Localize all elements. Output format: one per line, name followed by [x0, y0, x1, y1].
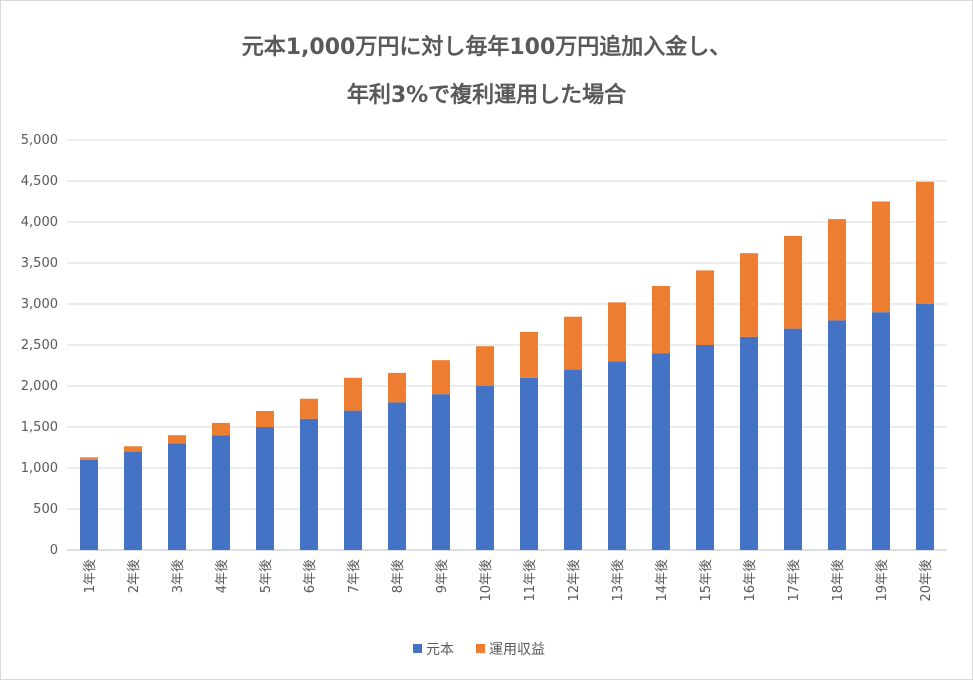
bar-return [696, 270, 714, 345]
bar-return [256, 411, 274, 427]
bar-principal [432, 394, 450, 550]
y-tick-label: 2,500 [21, 338, 58, 353]
bar-return [476, 346, 494, 386]
bar-return [124, 446, 142, 452]
y-tick-label: 1,500 [21, 420, 58, 435]
bar-return [388, 372, 406, 403]
y-tick-label: 1,000 [21, 461, 58, 476]
y-tick-label: 3,500 [21, 256, 58, 271]
bar-principal [784, 328, 802, 550]
bar-principal [300, 418, 318, 550]
y-tick-label: 3,000 [21, 297, 58, 312]
x-tick-label: 2年後 [127, 559, 142, 593]
bar-return [300, 398, 318, 419]
x-tick-label: 20年後 [919, 559, 934, 602]
bar-return [168, 435, 186, 444]
x-tick-label: 5年後 [259, 559, 274, 593]
y-tick-label: 4,000 [21, 215, 58, 230]
y-tick-label: 500 [33, 502, 58, 517]
x-tick-label: 12年後 [567, 559, 582, 602]
bar-principal [564, 369, 582, 550]
x-tick-label: 4年後 [215, 559, 230, 593]
y-tick-label: 2,000 [21, 379, 58, 394]
y-tick-label: 4,500 [21, 174, 58, 189]
bar-return [872, 201, 890, 313]
bar-principal [124, 451, 142, 550]
x-tick-label: 11年後 [523, 559, 538, 602]
chart-subtitle: 年利3%で複利運用した場合 [346, 83, 627, 108]
x-tick-label: 1年後 [83, 559, 98, 593]
bar-return [740, 253, 758, 337]
x-tick-label: 17年後 [787, 559, 802, 602]
bar-principal [476, 386, 494, 550]
x-tick-label: 10年後 [479, 559, 494, 602]
legend-label-principal: 元本 [426, 642, 454, 658]
legend-swatch-return [476, 644, 485, 653]
bar-principal [520, 377, 538, 550]
bar-return [80, 457, 98, 460]
bar-return [652, 285, 670, 354]
bar-return [608, 302, 626, 362]
x-tick-label: 18年後 [831, 559, 846, 602]
chart-title: 元本1,000万円に対し毎年100万円追加入金し、 [241, 35, 732, 60]
x-tick-label: 8年後 [391, 559, 406, 593]
bar-principal [872, 312, 890, 550]
bar-return [564, 316, 582, 370]
x-tick-label: 19年後 [875, 559, 890, 602]
y-tick-label: 5,000 [21, 133, 58, 148]
bar-principal [828, 320, 846, 550]
bar-principal [608, 361, 626, 550]
x-tick-label: 16年後 [743, 559, 758, 602]
bar-principal [388, 402, 406, 550]
x-tick-label: 3年後 [171, 559, 186, 593]
bar-principal [256, 427, 274, 550]
x-tick-label: 13年後 [611, 559, 626, 602]
bar-principal [168, 443, 186, 550]
bar-return [520, 331, 538, 378]
bar-principal [916, 304, 934, 550]
bar-return [432, 360, 450, 395]
x-tick-label: 9年後 [435, 559, 450, 593]
bar-return [916, 181, 934, 304]
bar-principal [740, 336, 758, 550]
x-tick-label: 14年後 [655, 559, 670, 602]
bar-principal [696, 345, 714, 550]
legend-swatch-principal [413, 644, 422, 653]
bar-principal [212, 435, 230, 550]
x-tick-label: 7年後 [347, 559, 362, 593]
x-tick-label: 6年後 [303, 559, 318, 593]
bar-principal [652, 353, 670, 550]
bar-return [784, 235, 802, 329]
y-tick-label: 0 [50, 543, 58, 558]
legend-label-return: 運用収益 [489, 642, 545, 658]
bar-principal [344, 410, 362, 550]
x-tick-label: 15年後 [699, 559, 714, 602]
bar-return [212, 422, 230, 436]
bar-principal [80, 459, 98, 550]
bar-return [344, 377, 362, 411]
bar-return [828, 219, 846, 321]
